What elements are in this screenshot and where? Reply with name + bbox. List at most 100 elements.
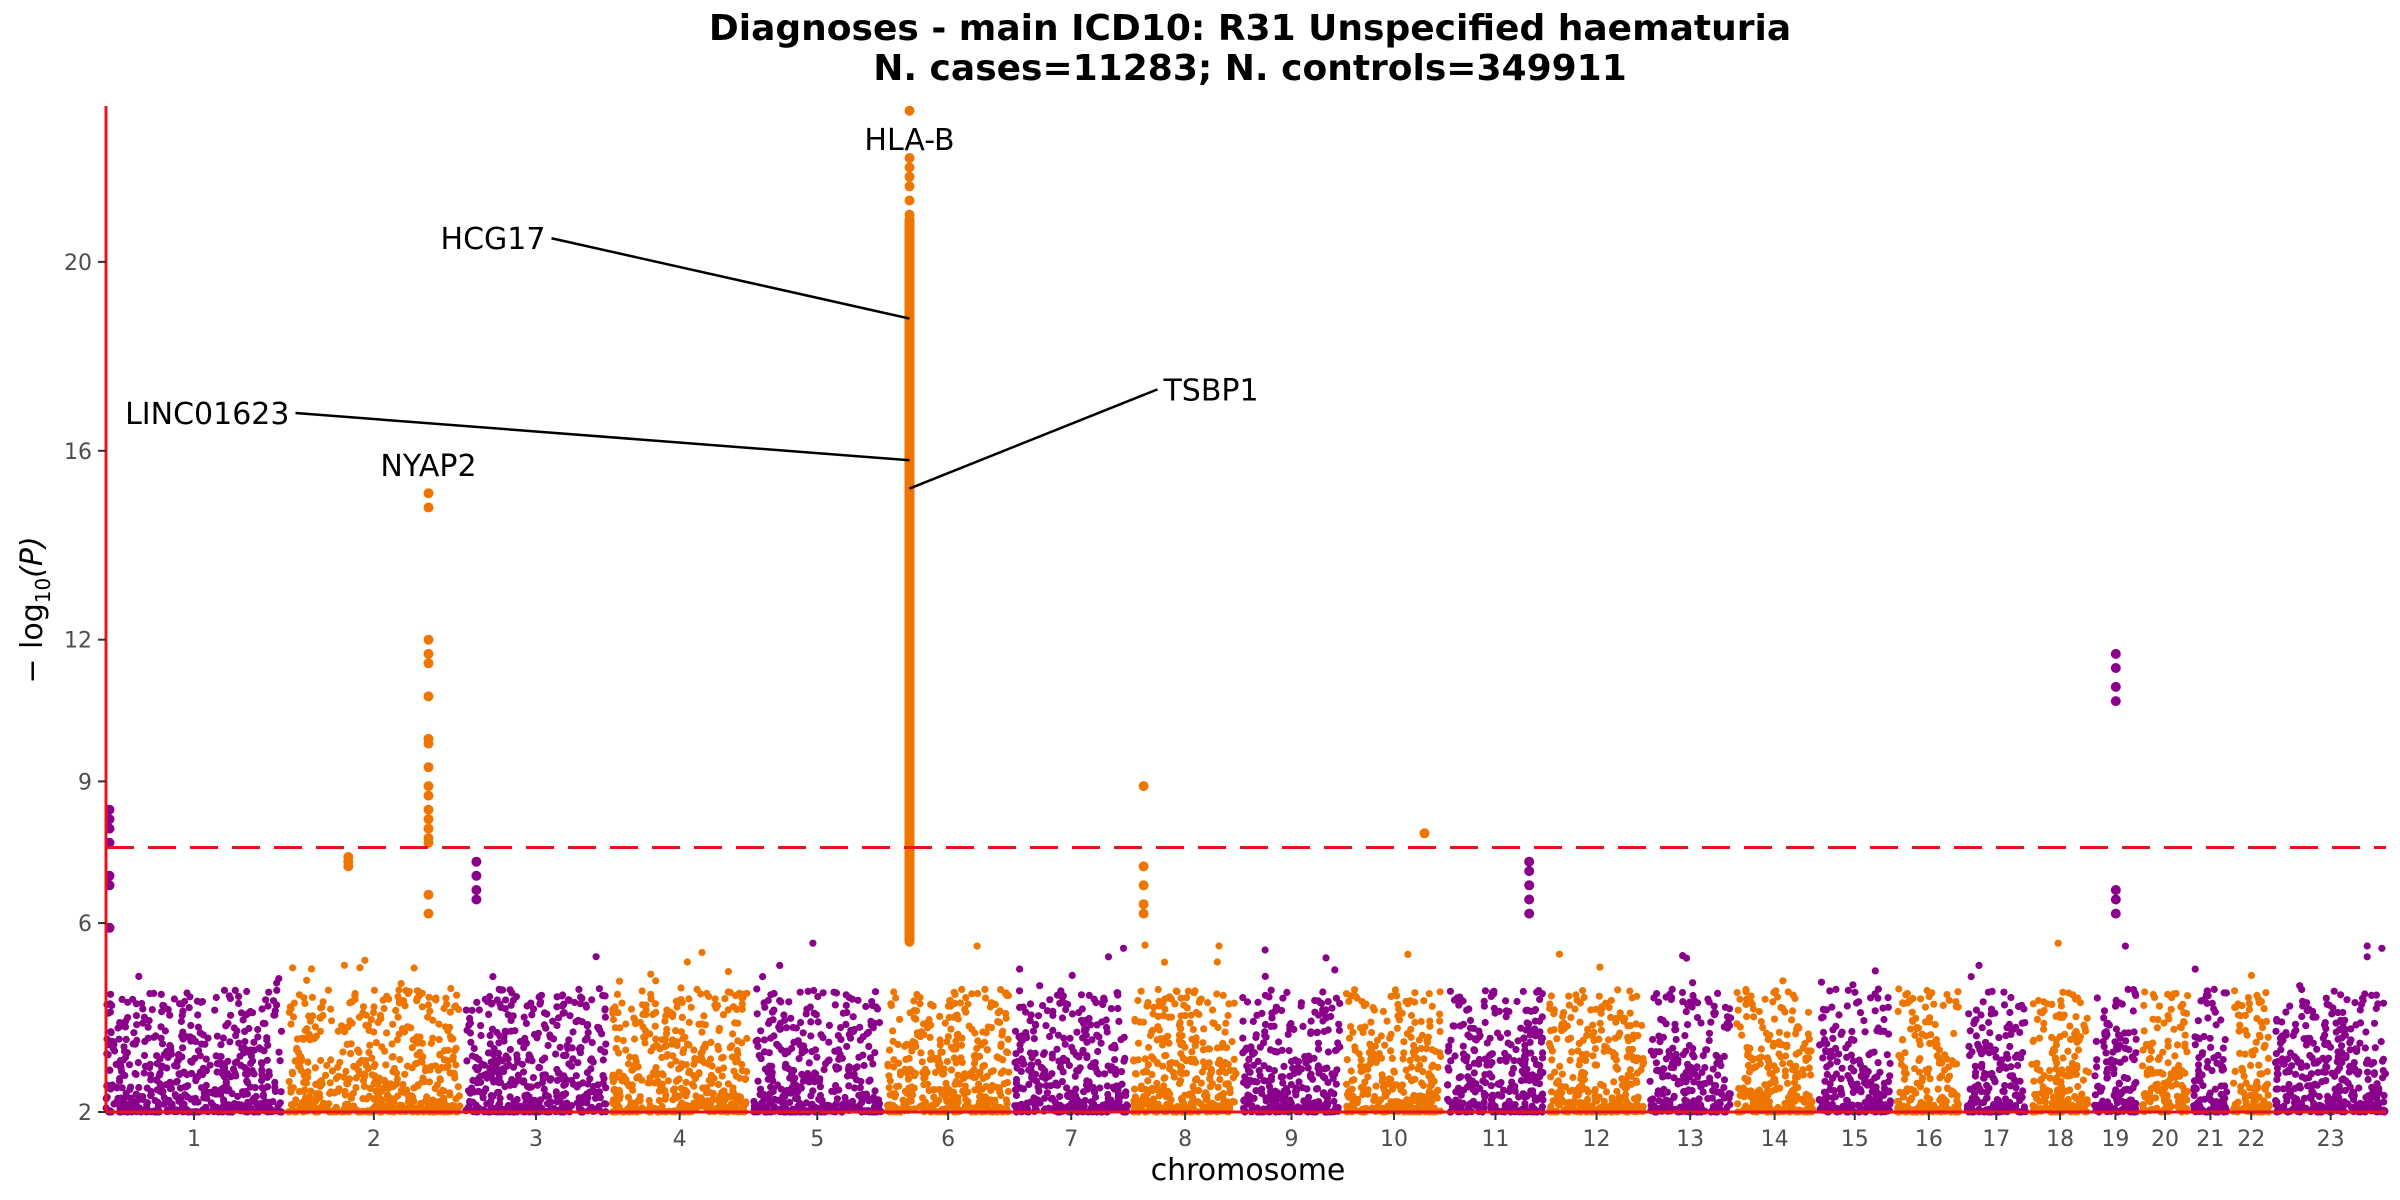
snp-point [873, 1005, 882, 1013]
snp-point [259, 1019, 267, 1027]
snp-point [1690, 1078, 1698, 1086]
snp-point [209, 1089, 218, 1097]
snp-point [572, 1072, 580, 1080]
snp-point [496, 1094, 504, 1102]
snp-point [1026, 1017, 1034, 1025]
snp-point [263, 1056, 271, 1064]
snp-point [910, 1084, 918, 1092]
snp-point [664, 1077, 672, 1085]
snp-point [647, 1047, 655, 1055]
snp-point [466, 1029, 474, 1037]
snp-point [976, 1068, 984, 1076]
snp-point [854, 996, 862, 1004]
snp-point [1491, 1102, 1499, 1110]
snp-point [289, 1013, 298, 1021]
snp-point [843, 1008, 851, 1017]
snp-point [1056, 1092, 1064, 1101]
snp-point [1131, 1015, 1139, 1024]
snp-point [819, 989, 827, 997]
snp-point [1633, 1069, 1641, 1077]
snp-point [1054, 1031, 1062, 1039]
snp-point [1513, 997, 1521, 1006]
snp-point [695, 1069, 703, 1077]
snp-point [199, 1071, 207, 1079]
snp-point [1189, 1082, 1197, 1091]
snp-point [798, 1070, 806, 1078]
snp-point [595, 1102, 603, 1110]
snp-point [1632, 1020, 1640, 1028]
snp-point [295, 1088, 303, 1096]
snp-point [1261, 972, 1269, 981]
snp-point [1451, 1052, 1459, 1060]
snp-point [652, 977, 660, 985]
snp-point [1002, 1009, 1010, 1018]
snp-point [1459, 1020, 1468, 1028]
snp-point [179, 1044, 187, 1052]
snp-point [227, 1011, 235, 1019]
snp-point [1575, 1039, 1583, 1047]
snp-point [994, 1009, 1002, 1017]
snp-point [1153, 1079, 1161, 1087]
snp-point [1427, 1076, 1435, 1084]
snp-point [235, 1039, 243, 1047]
snp-point [584, 1029, 592, 1037]
snp-point [738, 1060, 746, 1069]
snp-point [1114, 991, 1122, 999]
snp-point [1618, 1075, 1626, 1083]
snp-point [206, 1061, 214, 1069]
snp-point [1188, 1048, 1196, 1056]
snp-point [1605, 1003, 1613, 1012]
snp-point [250, 1038, 258, 1046]
snp-point [1723, 1103, 1731, 1111]
snp-point [1573, 1091, 1581, 1099]
snp-point [426, 1007, 434, 1015]
snp-point [1757, 1045, 1765, 1053]
snp-point [1051, 1081, 1059, 1089]
snp-point [347, 1040, 355, 1048]
snp-point [1281, 1104, 1289, 1113]
snp-point [262, 996, 270, 1004]
snp-point [595, 1024, 603, 1032]
snp-point [1591, 1086, 1599, 1094]
snp-point [1413, 1055, 1421, 1063]
snp-point [1252, 1087, 1260, 1095]
snp-point [874, 1096, 883, 1104]
snp-point [1790, 1078, 1799, 1087]
snp-point [222, 1022, 230, 1030]
snp-point [1654, 1087, 1662, 1095]
snp-point [370, 1062, 378, 1070]
snp-point [493, 1028, 501, 1037]
snp-point [1444, 1095, 1452, 1103]
snp-point [649, 1010, 657, 1019]
snp-point [236, 1052, 244, 1060]
snp-point [1789, 1007, 1797, 1015]
snp-point [122, 1035, 130, 1043]
snp-point [703, 1097, 712, 1105]
snp-point [1748, 1000, 1756, 1008]
snp-point [340, 961, 348, 969]
snp-point [831, 1001, 839, 1009]
snp-point [424, 1001, 432, 1009]
snp-point [1707, 1018, 1715, 1026]
snp-point [641, 1039, 649, 1047]
snp-point [486, 993, 494, 1001]
snp-point [1759, 1024, 1767, 1032]
snp-point [1565, 992, 1573, 1000]
snp-point [1726, 1090, 1734, 1098]
chromosome-6-points [884, 942, 1013, 1116]
snp-point [812, 1011, 820, 1019]
snp-point [256, 1100, 264, 1108]
snp-point [1616, 1029, 1624, 1037]
snp-point [1066, 1034, 1074, 1042]
snp-point [543, 1010, 551, 1018]
chromosome-13-points [1646, 952, 1735, 1116]
snp-point [1345, 997, 1353, 1006]
snp-point [1027, 1011, 1035, 1019]
snp-point [714, 1080, 723, 1089]
snp-point [797, 1018, 805, 1027]
snp-point [484, 1049, 493, 1057]
snp-point [558, 992, 566, 1000]
snp-point [1387, 992, 1395, 1001]
snp-point [370, 1028, 378, 1036]
snp-point [1034, 1058, 1042, 1066]
